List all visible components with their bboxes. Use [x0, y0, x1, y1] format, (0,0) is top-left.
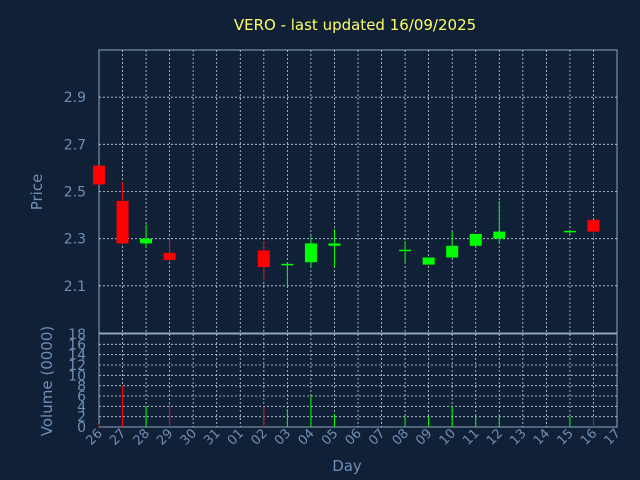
x-tick-label: 11: [460, 426, 482, 448]
candle: [163, 238, 176, 263]
x-tick-label: 17: [602, 426, 624, 448]
candle-body: [163, 252, 176, 260]
volume-tick-label: 8: [77, 379, 86, 395]
candle: [399, 241, 412, 263]
candle-body: [469, 233, 482, 246]
x-tick-label: 08: [390, 426, 412, 448]
x-tick-label: 04: [295, 426, 317, 448]
candle: [493, 200, 506, 244]
candle: [257, 241, 270, 282]
candle-body: [328, 243, 341, 246]
x-axis-label: Day: [332, 457, 362, 475]
x-tick-label: 27: [107, 426, 129, 448]
candle: [587, 219, 600, 239]
candle: [563, 230, 576, 234]
candle: [93, 165, 105, 185]
candle: [140, 224, 153, 249]
x-tick-label: 14: [531, 426, 553, 448]
candle-body: [140, 238, 153, 244]
volume-tick-label: 4: [77, 399, 86, 415]
candle: [469, 233, 482, 249]
candle: [281, 262, 294, 286]
candle-body: [93, 165, 105, 185]
x-tick-label: 05: [319, 426, 341, 448]
x-tick-label: 30: [178, 426, 200, 448]
x-tick-label: 02: [248, 426, 270, 448]
candle: [116, 182, 129, 244]
candle: [328, 229, 341, 267]
x-tick-label: 09: [413, 426, 435, 448]
volume-axis-label: Volume (0000): [38, 326, 56, 436]
x-tick-label: 29: [154, 426, 176, 448]
candle: [422, 257, 435, 265]
price-tick-label: 2.7: [64, 137, 86, 153]
x-tick-label: 10: [437, 426, 459, 448]
candle: [304, 236, 317, 267]
volume-bars: [98, 385, 594, 427]
candle-body: [304, 243, 317, 263]
price-tick-label: 2.9: [64, 90, 86, 106]
chart-title: VERO - last updated 16/09/2025: [234, 16, 476, 34]
volume-tick-label: 0: [77, 420, 86, 436]
price-tick-label: 2.5: [64, 185, 86, 201]
x-axis-ticks: 26 27 28 29 30 31 01 02 03 04 05 06 07 08 09 10 11 12 13 14…: [84, 426, 624, 448]
candle-body: [116, 200, 129, 244]
price-tick-label: 2.3: [64, 232, 86, 248]
candle-body: [257, 250, 270, 267]
x-tick-label: 03: [272, 426, 294, 448]
volume-tick-label: 18: [68, 327, 86, 343]
volume-tick-label: 16: [68, 337, 86, 353]
price-axis-label: Price: [28, 174, 46, 211]
x-tick-label: 28: [131, 426, 153, 448]
candle-body: [587, 219, 600, 232]
x-tick-label: 26: [84, 426, 106, 448]
x-tick-label: 13: [507, 426, 529, 448]
x-tick-label: 12: [484, 426, 506, 448]
price-tick-label: 2.1: [64, 279, 86, 295]
x-tick-label: 15: [554, 426, 576, 448]
x-tick-label: 16: [578, 426, 600, 448]
candle: [446, 231, 459, 258]
volume-tick-label: 2: [77, 410, 86, 426]
volume-tick-label: 12: [68, 358, 86, 374]
volume-tick-label: 10: [68, 368, 86, 384]
volume-tick-label: 14: [68, 348, 86, 364]
candle-body: [493, 231, 506, 239]
x-tick-label: 01: [225, 426, 247, 448]
x-tick-label: 31: [201, 426, 223, 448]
x-tick-label: 07: [366, 426, 388, 448]
x-tick-label: 06: [343, 426, 365, 448]
candle-body: [422, 257, 435, 265]
candles: [93, 165, 600, 286]
price-y-ticks: 2.1 2.3 2.5 2.7 2.9: [64, 90, 86, 295]
volume-tick-label: 6: [77, 389, 86, 405]
candle-body: [446, 245, 459, 258]
